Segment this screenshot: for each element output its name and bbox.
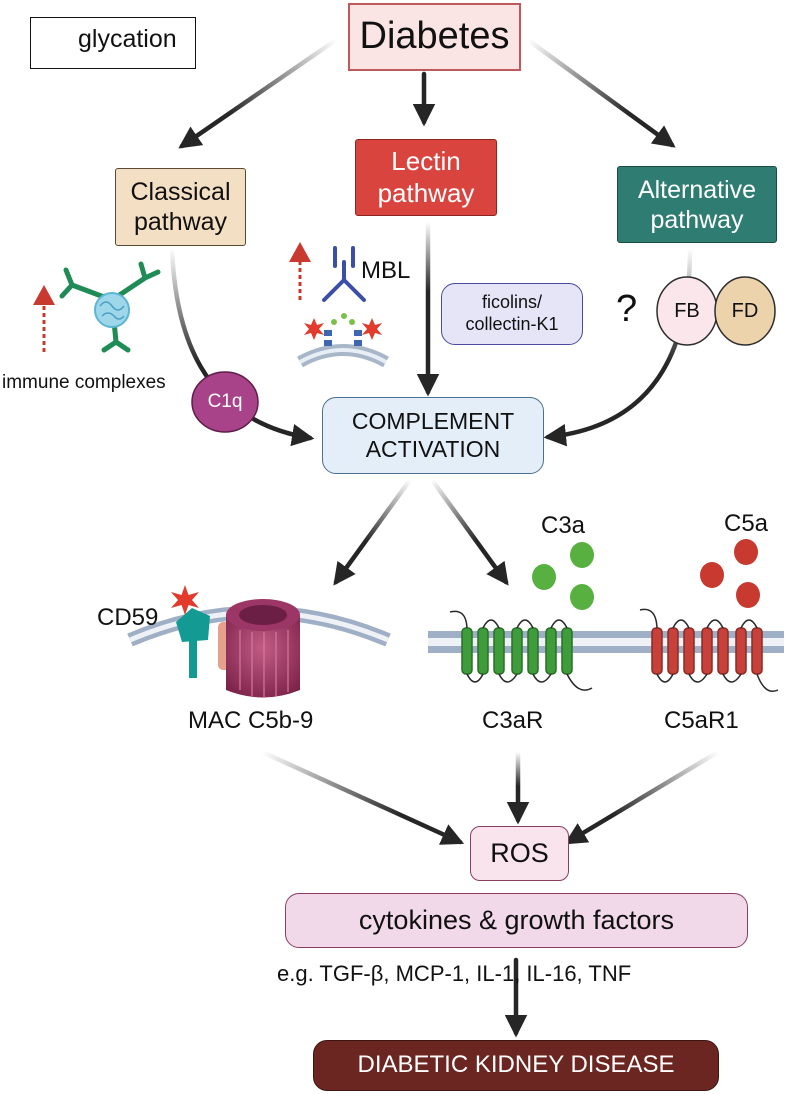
complement-activation-node: COMPLEMENT ACTIVATION: [322, 397, 544, 474]
arrow-mac-ros: [259, 749, 465, 845]
cd59-label: CD59: [97, 604, 159, 631]
c3ar-receptor-icon: [449, 610, 593, 691]
c1q-label: C1q: [207, 390, 243, 412]
legend-label: glycation: [78, 25, 177, 53]
arrow-c5ar1-ros: [564, 749, 721, 845]
classical-pathway-node: Classical pathway: [115, 168, 246, 246]
cd59-icon: [171, 585, 210, 678]
legend-box: [30, 17, 196, 69]
fb-label: FB: [674, 300, 700, 322]
increase-arrow-icon: [33, 285, 55, 352]
fd-node: [714, 276, 776, 346]
ros-node: ROS: [470, 826, 569, 881]
mac-label: MAC C5b-9: [188, 707, 314, 734]
cytokine-examples-label: e.g. TGF-β, MCP-1, IL-1, IL-16, TNF: [277, 961, 632, 986]
immune-complex-icon: [59, 261, 161, 353]
immune-complexes-label: immune complexes: [2, 372, 166, 393]
glycan-membrane-icon: [297, 313, 389, 368]
arrow-diabetes-classical: [178, 37, 339, 149]
unknown-mechanism-label: ?: [616, 288, 638, 330]
diabetes-node: Diabetes: [348, 3, 521, 71]
increase-arrow-icon: [289, 242, 311, 300]
c3ar-label: C3aR: [482, 707, 544, 734]
mac-pore-icon: [218, 599, 300, 698]
ficolins-node: ficolins/ collectin-K1: [441, 283, 583, 345]
mbl-label: MBL: [361, 257, 411, 284]
cytokines-node: cytokines & growth factors: [285, 893, 748, 948]
fd-label: FD: [731, 300, 759, 322]
c1q-node: [191, 371, 259, 433]
alternative-pathway-node: Alternative pathway: [617, 166, 777, 243]
mbl-icon: [322, 246, 366, 302]
arrow-complement-mac: [333, 477, 413, 586]
c5a-label: C5a: [724, 510, 769, 537]
c3a-molecules: [532, 542, 594, 610]
diabetic-kidney-disease-node: DIABETIC KIDNEY DISEASE: [313, 1040, 719, 1091]
c5ar1-receptor-icon: [639, 608, 779, 692]
lectin-pathway-node: Lectin pathway: [355, 139, 497, 216]
c5ar1-label: C5aR1: [664, 707, 739, 734]
arrow-classical-complement: [169, 245, 315, 447]
arrow-complement-receptors: [429, 477, 509, 586]
c3a-label: C3a: [541, 512, 586, 539]
arrow-diabetes-alternative: [525, 37, 676, 148]
c5a-molecules: [700, 539, 760, 608]
